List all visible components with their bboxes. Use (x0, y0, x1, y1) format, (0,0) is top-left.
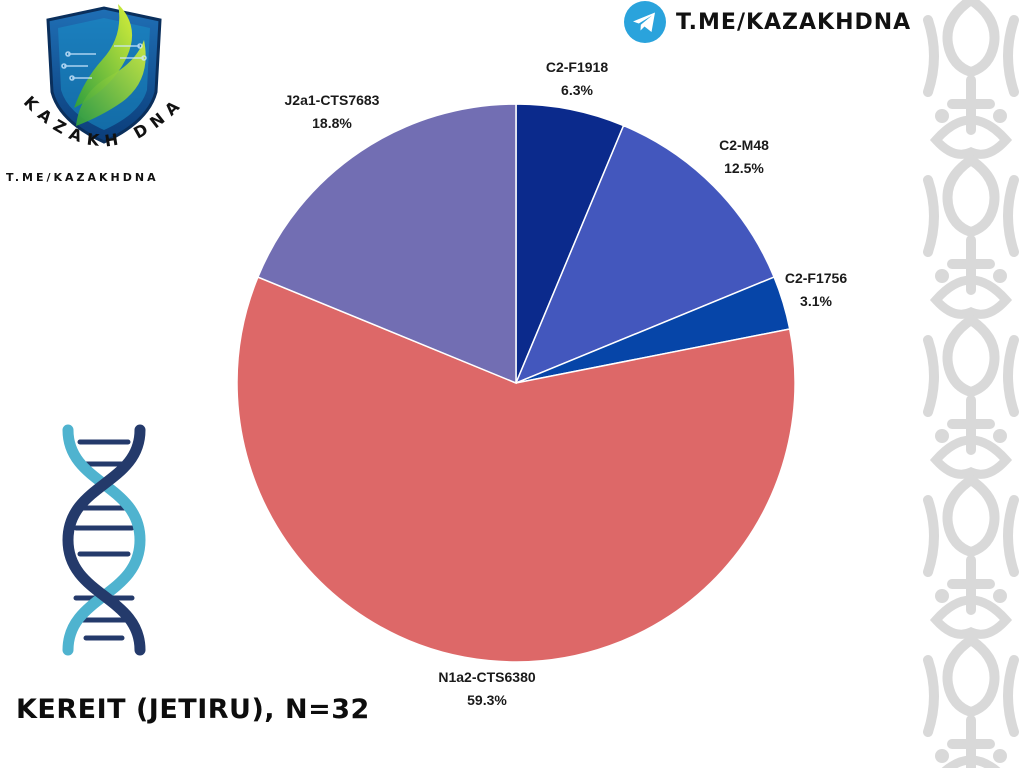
slice-label: C2-F1918 (546, 59, 608, 75)
slice-percent: 6.3% (561, 82, 593, 98)
slice-label: N1a2-CTS6380 (438, 669, 535, 685)
chart-title: KEREIT (JETIRU), N=32 (16, 694, 370, 725)
slice-percent: 3.1% (800, 293, 832, 309)
slice-label: J2a1-CTS7683 (285, 92, 380, 108)
telegram-channel[interactable]: T.ME/KAZAKHDNA (624, 0, 911, 44)
slice-percent: 18.8% (312, 115, 352, 131)
leaf-icon (74, 4, 133, 108)
slice-label: C2-F1756 (785, 270, 847, 286)
pie-slice-j2a1-cts7683 (256, 103, 517, 385)
logo-url: T.ME/KAZAKHDNA (6, 171, 159, 184)
pie-slice-n1a2-cts6380 (236, 276, 796, 663)
telegram-icon (624, 1, 666, 43)
slice-percent: 12.5% (724, 160, 764, 176)
pie-slice-c2-m48 (514, 124, 776, 385)
kazakh-dna-logo: KAZAKH DNA (18, 0, 190, 190)
slice-percent: 59.3% (467, 692, 507, 708)
telegram-link[interactable]: T.ME/KAZAKHDNA (676, 9, 912, 35)
dna-helix-icon (56, 424, 152, 656)
slice-label: C2-M48 (719, 137, 769, 153)
